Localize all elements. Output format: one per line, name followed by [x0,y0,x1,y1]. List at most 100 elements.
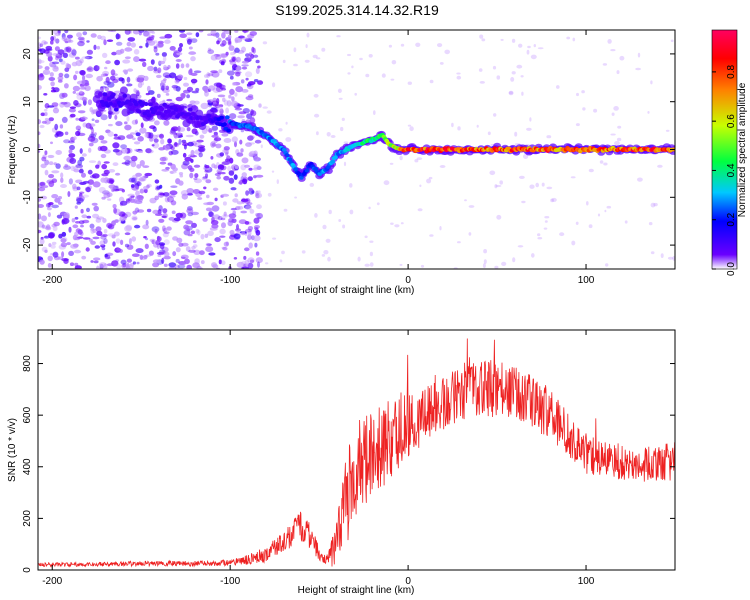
noise-blob [197,197,203,200]
noise-blob [235,228,241,232]
noise-blob [245,142,252,147]
noise-blob [206,194,210,199]
noise-blob [407,124,412,127]
noise-blob [111,188,115,193]
noise-blob [165,85,170,91]
noise-blob [496,75,501,80]
noise-blob [187,141,194,147]
noise-blob [143,188,148,194]
noise-blob [198,146,206,153]
noise-blob [134,148,139,152]
noise-blob [151,31,156,34]
noise-blob [168,194,176,198]
noise-blob [217,216,223,221]
noise-blob [194,142,202,148]
noise-blob [103,263,108,269]
noise-blob [414,159,419,163]
noise-blob [103,161,110,164]
noise-blob [192,262,200,269]
noise-blob [650,80,653,85]
noise-blob [237,115,245,119]
noise-blob [92,228,97,233]
noise-blob [76,197,84,203]
noise-blob [86,215,92,219]
noise-blob [188,249,196,253]
noise-blob [208,252,216,256]
noise-blob [93,257,101,261]
noise-blob [210,70,218,74]
colorbar: 0.0 0.2 0.4 0.6 0.8 Normalized spectral ampl… [711,29,748,276]
noise-blob [163,231,170,234]
noise-blob [667,256,674,260]
ridge-point [99,99,105,104]
ridge-point [206,113,212,118]
noise-blob [172,236,179,241]
noise-blob [80,224,84,228]
ridge-point [224,115,230,120]
noise-blob [107,131,114,137]
noise-blob [100,235,107,240]
noise-blob [38,84,42,90]
noise-blob [294,196,297,199]
noise-blob [60,60,66,65]
noise-blob [301,250,306,254]
noise-blob [546,186,553,190]
noise-blob [321,47,326,52]
noise-blob [207,49,215,55]
noise-blob [77,229,83,235]
noise-blob [79,182,87,185]
noise-blob [343,161,347,167]
noise-blob [57,49,65,55]
noise-blob [75,163,83,169]
noise-blob [157,40,164,44]
noise-blob [222,214,229,218]
noise-blob [41,120,48,124]
noise-blob [61,36,68,41]
noise-blob [112,148,120,153]
noise-blob [67,191,71,197]
noise-blob [233,233,241,240]
noise-blob [305,44,308,49]
noise-blob [132,253,140,257]
noise-blob [254,242,258,248]
noise-blob [249,259,255,263]
noise-blob [159,184,163,189]
noise-blob [71,61,78,67]
noise-blob [69,144,75,151]
noise-blob [260,144,263,149]
noise-blob [50,141,53,145]
noise-blob [202,217,208,222]
noise-blob [253,164,261,170]
noise-blob [55,163,61,169]
noise-blob [189,68,193,74]
noise-blob [77,40,85,47]
noise-blob [533,44,536,48]
noise-blob [114,114,118,120]
noise-blob [38,229,42,234]
snr-ticks: -200 -100 0 100 0 200 400 600 800 [22,330,675,587]
noise-blob [88,147,92,153]
noise-blob [214,137,222,142]
noise-blob [174,79,180,84]
noise-blob [79,58,84,64]
spectrogram-ylabel: Frequency (Hz) [7,116,18,185]
noise-blob [468,232,472,236]
snr-xtick-label: -100 [220,576,240,587]
noise-blob [65,62,70,69]
noise-blob [45,202,51,208]
noise-blob [229,88,235,95]
noise-blob [207,47,212,52]
noise-blob [571,240,576,246]
noise-blob [104,66,108,70]
noise-blob [91,202,98,206]
noise-blob [40,163,47,169]
noise-blob [58,58,63,63]
noise-blob [257,261,260,268]
noise-blob [168,217,175,221]
ridge-point [143,102,149,106]
colorbar-tick-label: 0.6 [726,114,737,128]
noise-blob [195,87,200,92]
noise-blob [181,256,186,259]
noise-blob [64,67,70,72]
noise-blob [103,192,111,199]
